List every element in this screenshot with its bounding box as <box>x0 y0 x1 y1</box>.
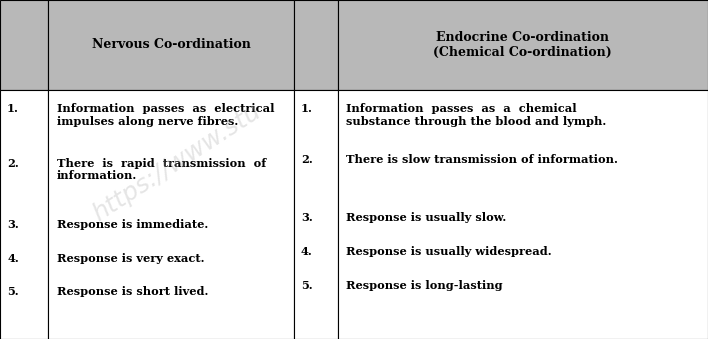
Text: 3.: 3. <box>301 212 313 223</box>
Text: 1.: 1. <box>7 103 19 114</box>
Bar <box>0 90 48 339</box>
Text: Response is short lived.: Response is short lived. <box>57 286 208 297</box>
Text: 2.: 2. <box>301 154 313 165</box>
Text: Response is usually slow.: Response is usually slow. <box>346 212 506 223</box>
Bar <box>48 90 294 339</box>
Text: Response is long-lasting: Response is long-lasting <box>346 280 503 291</box>
Text: 2.: 2. <box>7 158 19 168</box>
Text: 4.: 4. <box>7 253 19 263</box>
Text: There  is  rapid  transmission  of
information.: There is rapid transmission of informati… <box>57 158 266 181</box>
Bar <box>294 0 338 90</box>
Bar <box>338 0 708 90</box>
Text: Information  passes  as  electrical
impulses along nerve fibres.: Information passes as electrical impulse… <box>57 103 274 127</box>
Text: Response is immediate.: Response is immediate. <box>57 219 208 230</box>
Text: 4.: 4. <box>301 246 313 257</box>
Text: Response is very exact.: Response is very exact. <box>57 253 204 263</box>
Text: Nervous Co-ordination: Nervous Co-ordination <box>91 38 251 52</box>
Text: 1.: 1. <box>301 103 313 114</box>
Bar <box>338 90 708 339</box>
Text: https://www.stu: https://www.stu <box>88 99 266 226</box>
Text: 3.: 3. <box>7 219 19 230</box>
Text: 5.: 5. <box>301 280 312 291</box>
Text: Response is usually widespread.: Response is usually widespread. <box>346 246 552 257</box>
Text: There is slow transmission of information.: There is slow transmission of informatio… <box>346 154 618 165</box>
Text: 5.: 5. <box>7 286 18 297</box>
Bar <box>294 90 338 339</box>
Bar <box>48 0 294 90</box>
Text: Information  passes  as  a  chemical
substance through the blood and lymph.: Information passes as a chemical substan… <box>346 103 607 127</box>
Bar <box>0 0 48 90</box>
Text: Endocrine Co-ordination
(Chemical Co-ordination): Endocrine Co-ordination (Chemical Co-ord… <box>433 31 612 59</box>
